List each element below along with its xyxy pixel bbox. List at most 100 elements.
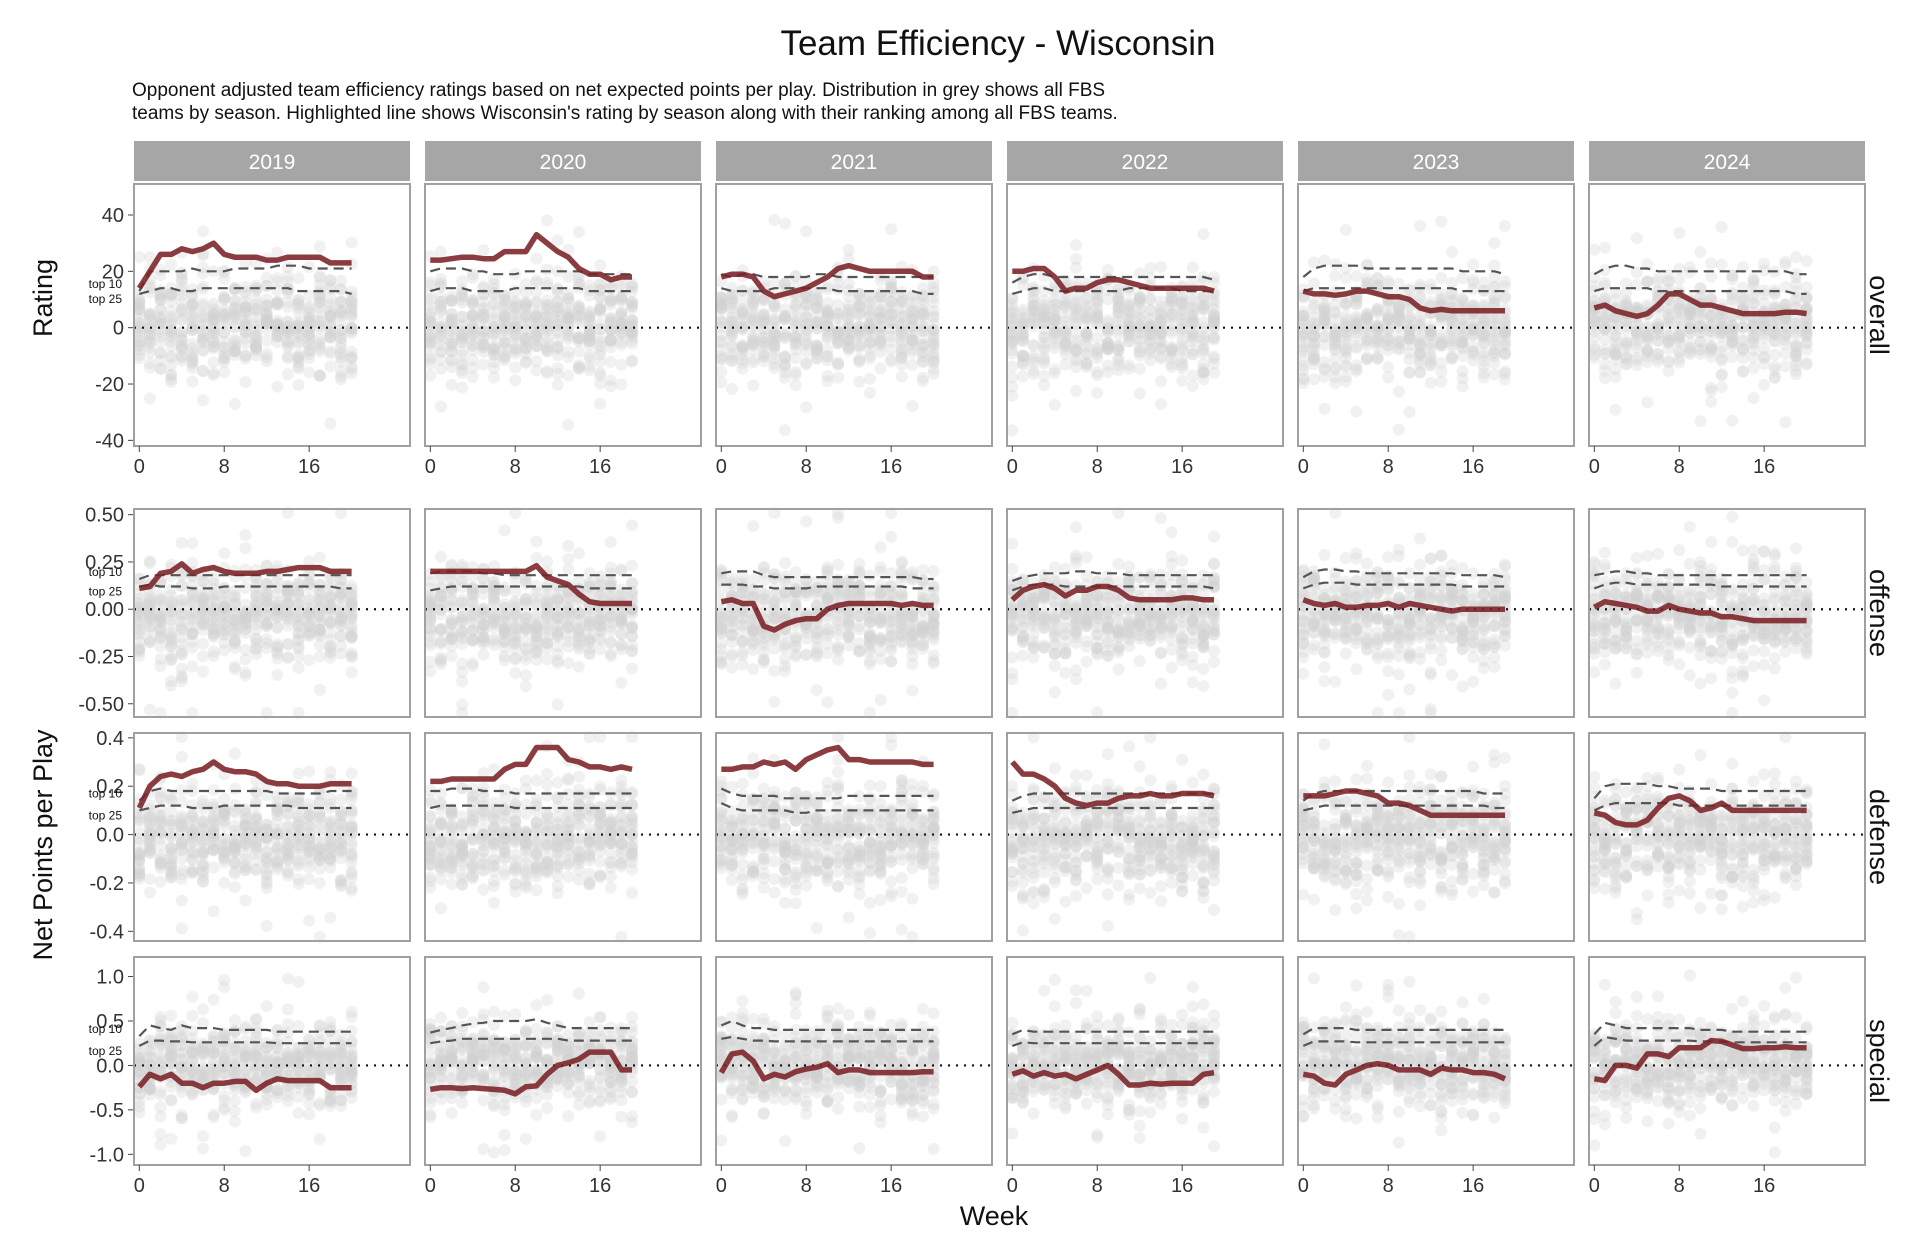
distribution-point	[509, 598, 522, 611]
x-tick-label: 16	[1753, 456, 1775, 478]
distribution-point	[1392, 385, 1405, 398]
distribution-point	[1006, 313, 1019, 326]
distribution-point	[1673, 344, 1686, 357]
distribution-point	[186, 349, 199, 362]
x-tick-label: 0	[1007, 456, 1018, 478]
distribution-point	[445, 650, 458, 663]
distribution-point	[747, 379, 760, 392]
distribution-point	[303, 344, 316, 357]
distribution-point	[1016, 349, 1029, 362]
distribution-point	[789, 366, 802, 379]
distribution-point	[477, 648, 490, 661]
distribution-point	[345, 302, 358, 315]
distribution-point	[186, 342, 199, 355]
distribution-point	[466, 353, 479, 366]
distribution-point	[1123, 359, 1136, 372]
distribution-point	[562, 640, 575, 653]
distribution-point	[1208, 320, 1220, 333]
distribution-point	[239, 529, 252, 542]
distribution-point	[1318, 319, 1331, 332]
distribution-point	[250, 323, 263, 336]
distribution-point	[1208, 366, 1220, 379]
distribution-point	[239, 542, 252, 555]
distribution-point	[874, 541, 887, 554]
distribution-point	[1726, 273, 1739, 286]
distribution-point	[874, 298, 887, 311]
distribution-point	[477, 604, 490, 617]
distribution-point	[800, 573, 813, 586]
distribution-point	[747, 335, 760, 348]
distribution-point	[313, 240, 326, 253]
distribution-point	[498, 650, 511, 663]
distribution-point	[1070, 295, 1082, 308]
distribution-point	[1318, 330, 1331, 343]
distribution-point	[800, 225, 813, 238]
panel-overall-2023: 0 8 16	[1297, 183, 1575, 478]
distribution-point	[165, 323, 178, 336]
distribution-point	[810, 311, 823, 324]
distribution-point	[175, 306, 188, 319]
distribution-point	[175, 330, 188, 343]
distribution-point	[477, 618, 490, 631]
distribution-point	[154, 292, 167, 305]
facet-strip-label: 2024	[1704, 151, 1751, 174]
distribution-point	[863, 616, 876, 629]
distribution-point	[324, 273, 337, 286]
distribution-point	[218, 627, 231, 640]
distribution-point	[175, 333, 188, 346]
distribution-point	[186, 660, 199, 673]
distribution-point	[768, 695, 781, 708]
distribution-point	[424, 665, 437, 678]
distribution-point	[1154, 315, 1167, 328]
distribution-point	[175, 314, 188, 327]
distribution-point	[715, 656, 728, 669]
distribution-point	[594, 619, 607, 632]
distribution-point	[165, 640, 178, 653]
distribution-point	[175, 285, 188, 298]
distribution-point	[271, 314, 284, 327]
distribution-point	[583, 567, 596, 580]
distribution-point	[165, 596, 178, 609]
distribution-point	[207, 604, 220, 617]
distribution-point	[186, 358, 199, 371]
distribution-point	[1445, 340, 1458, 353]
distribution-point	[271, 275, 284, 288]
distribution-point	[1424, 376, 1437, 389]
distribution-point	[1329, 258, 1342, 271]
distribution-point	[445, 325, 458, 338]
distribution-point	[197, 343, 209, 356]
distribution-point	[1403, 353, 1416, 366]
distribution-point	[832, 578, 845, 591]
distribution-point	[800, 401, 813, 414]
distribution-point	[1477, 329, 1490, 342]
x-tick-label: 8	[510, 456, 521, 478]
distribution-point	[1683, 303, 1696, 316]
distribution-point	[768, 612, 781, 625]
distribution-point	[477, 308, 490, 321]
distribution-point	[789, 600, 802, 613]
distribution-point	[1641, 355, 1654, 368]
distribution-point	[477, 345, 490, 358]
distribution-point	[271, 336, 284, 349]
distribution-point	[895, 370, 908, 383]
distribution-point	[133, 317, 146, 330]
distribution-point	[260, 313, 273, 326]
distribution-point	[832, 307, 845, 320]
distribution-point	[1800, 356, 1813, 369]
distribution-point	[1133, 319, 1146, 332]
distribution-point	[197, 637, 209, 650]
distribution-point	[143, 703, 156, 716]
distribution-point	[519, 680, 532, 693]
distribution-point	[143, 624, 156, 637]
distribution-point	[1715, 258, 1728, 271]
distribution-point	[186, 298, 199, 311]
distribution-point	[445, 293, 458, 306]
distribution-point	[530, 355, 543, 368]
distribution-point	[1747, 351, 1760, 364]
distribution-point	[1307, 373, 1320, 386]
distribution-point	[292, 327, 305, 340]
distribution-point	[1705, 257, 1718, 270]
distribution-point	[133, 320, 146, 333]
distribution-point	[186, 346, 199, 359]
distribution-point	[1038, 357, 1051, 370]
